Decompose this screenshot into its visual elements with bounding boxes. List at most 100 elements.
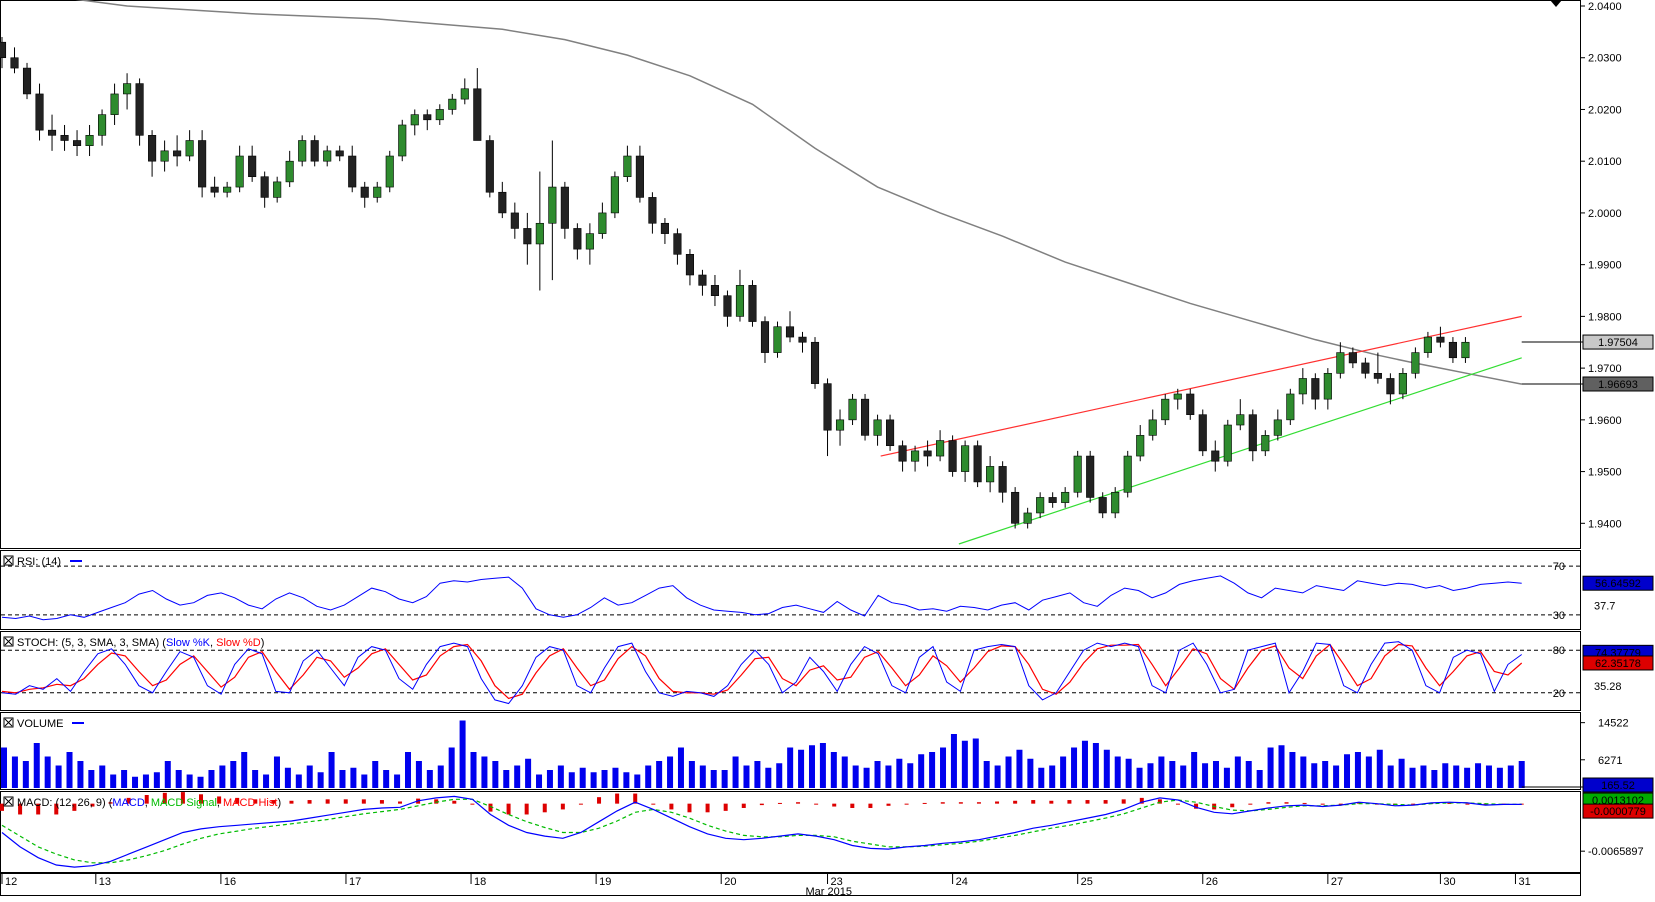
macd-hist-bar xyxy=(1320,803,1325,805)
volume-bar xyxy=(754,761,761,788)
macd-line xyxy=(1,795,1522,868)
candle-down xyxy=(573,228,582,250)
volume-bar xyxy=(721,770,728,788)
macd-hist-bar xyxy=(1067,800,1072,804)
volume-bar xyxy=(404,752,411,788)
macd-hist-bar xyxy=(904,803,909,805)
candle-down xyxy=(948,440,957,472)
candle-down xyxy=(485,140,494,193)
stoch-axis-label: 35.28 xyxy=(1594,681,1622,693)
volume-bar xyxy=(88,770,95,788)
rsi-level-30-label: 30 xyxy=(1553,610,1565,622)
volume-bar xyxy=(1169,761,1176,788)
volume-bar xyxy=(1092,743,1099,788)
candle-up xyxy=(1286,393,1295,421)
volume-bar xyxy=(426,770,433,788)
candle-up xyxy=(373,186,382,198)
macd-panel: 0.0013102-0.0000779-0.0065897 xyxy=(0,792,1654,868)
volume-bar xyxy=(1234,756,1241,788)
macd-hist-bar xyxy=(289,800,294,804)
volume-bar xyxy=(1027,758,1034,788)
volume-bar xyxy=(1114,756,1121,788)
volume-bar xyxy=(677,747,684,788)
volume-bar xyxy=(918,754,925,788)
candle-up xyxy=(323,150,332,162)
macd-hist-bar xyxy=(452,800,457,804)
volume-bar xyxy=(77,761,84,788)
volume-bar xyxy=(1245,761,1252,788)
macd-hist-bar xyxy=(72,803,77,811)
stoch-k-line xyxy=(1,641,1522,705)
candle-up xyxy=(911,450,920,462)
volume-bar xyxy=(1344,754,1351,788)
volume-bar xyxy=(590,772,597,788)
candle-up xyxy=(548,186,557,224)
volume-bar xyxy=(634,774,641,788)
macd-hist-bar xyxy=(379,800,384,804)
volume-bar xyxy=(1333,765,1340,788)
volume-bar xyxy=(798,749,805,788)
volume-bar xyxy=(1191,752,1198,788)
macd-hist-bar xyxy=(162,792,167,804)
volume-bar xyxy=(1409,767,1416,788)
macd-title-sep2: , xyxy=(217,797,223,809)
candle-up xyxy=(160,150,169,162)
volume-bar xyxy=(470,752,477,788)
candle-up xyxy=(1061,491,1070,503)
macd-hist-bar xyxy=(741,803,746,808)
volume-bar xyxy=(1300,756,1307,788)
candle-down xyxy=(860,398,870,436)
macd-hist-bar xyxy=(1302,802,1307,804)
volume-bar xyxy=(394,774,401,788)
macd-hist-bar xyxy=(1085,800,1090,804)
macd-hist-bar xyxy=(1139,797,1144,804)
candle-down xyxy=(1048,497,1057,503)
candle-down xyxy=(998,466,1007,493)
ma-value-label-box xyxy=(1582,376,1654,392)
price-panel-frame xyxy=(0,0,1581,549)
volume-panel: 14522 6271 165.52 xyxy=(0,718,1654,793)
volume-bar xyxy=(142,774,149,788)
candle-down xyxy=(648,197,657,224)
macd-hist-bar xyxy=(759,803,764,806)
volume-bar xyxy=(656,761,663,788)
macd-hist-bar xyxy=(108,802,113,804)
price-axis-label: 2.0200 xyxy=(1588,104,1622,116)
stoch-d-legend: Slow %D xyxy=(216,637,261,649)
volume-bar xyxy=(1464,767,1471,788)
volume-bar xyxy=(437,765,444,788)
candle-up xyxy=(123,83,132,95)
stoch-d-value-label: 62.35178 xyxy=(1595,658,1641,670)
volume-bar xyxy=(1398,758,1405,788)
macd-hist-bar xyxy=(578,803,583,805)
volume-bar xyxy=(153,772,160,788)
candle-down xyxy=(1011,491,1020,524)
volume-bar xyxy=(830,752,837,788)
volume-bar xyxy=(1267,747,1274,788)
candle-up xyxy=(735,285,745,317)
volume-bar xyxy=(972,738,979,788)
candle-down xyxy=(785,326,795,338)
volume-bar xyxy=(1278,745,1285,788)
rsi-axis-label: 37.7 xyxy=(1594,600,1615,612)
candle-up xyxy=(1123,455,1132,493)
macd-title-sep1: , xyxy=(145,797,151,809)
stoch-level-20-label: 20 xyxy=(1553,688,1565,700)
candle-up xyxy=(1073,455,1082,493)
candle-up xyxy=(773,326,782,353)
macd-hist-bar xyxy=(560,803,565,810)
volume-bar xyxy=(44,756,51,788)
volume-bar xyxy=(273,756,280,788)
macd-hist-bar xyxy=(922,802,927,804)
macd-hist-bar xyxy=(235,797,240,804)
macd-legend: MACD xyxy=(112,797,144,809)
stoch-title-close: ) xyxy=(261,637,265,649)
macd-hist-bar xyxy=(199,794,204,804)
volume-bar xyxy=(11,756,18,788)
time-axis-month-label: Mar 2015 xyxy=(806,886,852,897)
volume-bar xyxy=(732,756,739,788)
ma-value-label: 1.96693 xyxy=(1598,379,1638,391)
volume-bar xyxy=(863,767,870,788)
scroll-marker-icon[interactable] xyxy=(1550,0,1562,7)
